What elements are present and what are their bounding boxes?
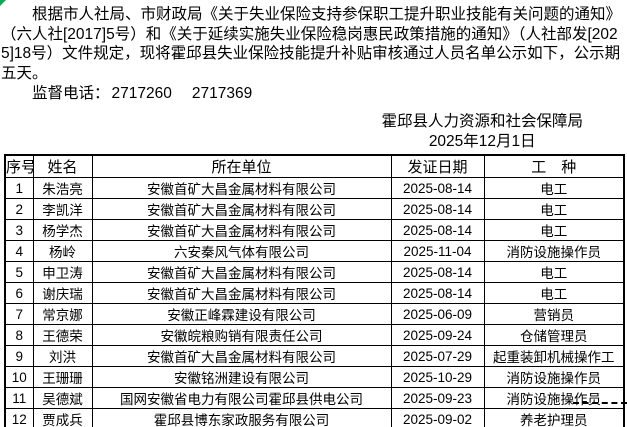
cell-unit[interactable]: 安徽首矿大昌金属材料有限公司 (91, 177, 392, 199)
table-row: 10 王珊珊 安徽铭洲建设有限公司 2025-10-29 消防设施操作员 (4, 366, 625, 388)
cell-unit[interactable]: 安徽皖粮购销有限责任公司 (91, 324, 392, 346)
cell-index[interactable]: 1 (4, 177, 34, 199)
cell-job[interactable]: 养老护理员 (483, 408, 625, 427)
table-row: 11 吴德斌 国网安徽省电力有限公司霍邱县供电公司 2025-09-23 消防设… (4, 387, 625, 409)
cell-name[interactable]: 谢庆瑞 (32, 282, 93, 304)
cell-index[interactable]: 4 (4, 240, 34, 262)
cell-date[interactable]: 2025-06-09 (390, 303, 485, 325)
phone-number-2: 2717369 (191, 85, 253, 102)
col-header-name: 姓名 (32, 154, 93, 178)
cell-index[interactable]: 9 (4, 345, 34, 367)
cell-unit[interactable]: 国网安徽省电力有限公司霍邱县供电公司 (91, 387, 392, 409)
cell-job[interactable]: 仓储管理员 (483, 324, 625, 346)
table-row: 1 朱浩亮 安徽首矿大昌金属材料有限公司 2025-08-14 电工 (4, 177, 625, 199)
publish-date: 2025年12月1日 (428, 132, 536, 150)
cell-date[interactable]: 2025-10-29 (390, 366, 485, 388)
cell-unit[interactable]: 霍邱县博东家政服务有限公司 (91, 408, 392, 427)
cell-unit[interactable]: 六安秦风气体有限公司 (91, 240, 392, 262)
cell-name[interactable]: 常京娜 (32, 303, 93, 325)
cell-job[interactable]: 消防设施操作员 (483, 387, 625, 409)
cell-date[interactable]: 2025-07-29 (390, 345, 485, 367)
cell-job[interactable]: 消防设施操作员 (483, 366, 625, 388)
cell-unit[interactable]: 安徽正峰霖建设有限公司 (91, 303, 392, 325)
phone-number-1: 2717260 (111, 85, 172, 102)
cell-name[interactable]: 申卫涛 (32, 261, 93, 283)
agency-name: 霍邱县人力资源和社会保障局 (381, 113, 583, 130)
cell-index[interactable]: 7 (4, 303, 34, 325)
cell-unit[interactable]: 安徽首矿大昌金属材料有限公司 (91, 219, 392, 241)
col-header-index: 序号 (4, 154, 34, 178)
cell-date[interactable]: 2025-08-14 (390, 177, 485, 199)
cell-index[interactable]: 11 (4, 387, 34, 409)
col-header-unit: 所在单位 (91, 154, 392, 178)
cell-name[interactable]: 吴德斌 (32, 387, 93, 409)
cell-error-indicator-icon (0, 0, 6, 6)
table-row: 6 谢庆瑞 安徽首矿大昌金属材料有限公司 2025-08-14 电工 (4, 282, 625, 304)
cell-name[interactable]: 朱浩亮 (32, 177, 93, 199)
cell-job[interactable]: 电工 (483, 177, 625, 199)
supervision-phone-line: 监督电话： 2717260 2717369 (1, 84, 625, 104)
cell-date[interactable]: 2025-08-14 (390, 219, 485, 241)
cell-job[interactable]: 电工 (483, 261, 625, 283)
cell-unit[interactable]: 安徽铭洲建设有限公司 (91, 366, 392, 388)
cell-job[interactable]: 电工 (483, 282, 625, 304)
table-row: 4 杨岭 六安秦风气体有限公司 2025-11-04 消防设施操作员 (4, 240, 625, 262)
selection-marquee-dash (573, 402, 627, 404)
cell-unit[interactable]: 安徽首矿大昌金属材料有限公司 (91, 198, 392, 220)
cell-unit[interactable]: 安徽首矿大昌金属材料有限公司 (91, 261, 392, 283)
cell-index[interactable]: 5 (4, 261, 34, 283)
cell-date[interactable]: 2025-08-14 (390, 282, 485, 304)
cell-index[interactable]: 8 (4, 324, 34, 346)
signature-block: 霍邱县人力资源和社会保障局 2025年12月1日 (381, 112, 583, 151)
cell-name[interactable]: 贾成兵 (32, 408, 93, 427)
cell-date[interactable]: 2025-09-02 (390, 408, 485, 427)
cell-job[interactable]: 消防设施操作员 (483, 240, 625, 262)
cell-name[interactable]: 刘洪 (32, 345, 93, 367)
col-header-job: 工 种 (483, 154, 625, 178)
col-header-date: 发证日期 (390, 154, 485, 178)
cell-index[interactable]: 6 (4, 282, 34, 304)
cell-name[interactable]: 王德荣 (32, 324, 93, 346)
intro-paragraph: 根据市人社局、市财政局《关于失业保险支持参保职工提升职业技能有关问题的通知》（六… (1, 6, 622, 82)
cell-index[interactable]: 3 (4, 219, 34, 241)
cell-job[interactable]: 电工 (483, 198, 625, 220)
cell-name[interactable]: 杨学杰 (32, 219, 93, 241)
cell-job[interactable]: 营销员 (483, 303, 625, 325)
cell-index[interactable]: 2 (4, 198, 34, 220)
table-row: 5 申卫涛 安徽首矿大昌金属材料有限公司 2025-08-14 电工 (4, 261, 625, 283)
cell-date[interactable]: 2025-09-23 (390, 387, 485, 409)
cell-date[interactable]: 2025-08-14 (390, 198, 485, 220)
table-row: 12 贾成兵 霍邱县博东家政服务有限公司 2025-09-02 养老护理员 (4, 408, 625, 427)
cell-date[interactable]: 2025-08-14 (390, 261, 485, 283)
cell-name[interactable]: 王珊珊 (32, 366, 93, 388)
cell-unit[interactable]: 安徽首矿大昌金属材料有限公司 (91, 282, 392, 304)
table-row: 9 刘洪 安徽首矿大昌金属材料有限公司 2025-07-29 起重装卸机械操作工 (4, 345, 625, 367)
cell-job[interactable]: 电工 (483, 219, 625, 241)
cell-name[interactable]: 杨岭 (32, 240, 93, 262)
phone-label: 监督电话： (32, 85, 110, 102)
cell-job[interactable]: 起重装卸机械操作工 (483, 345, 625, 367)
cell-name[interactable]: 李凯洋 (32, 198, 93, 220)
cell-index[interactable]: 12 (4, 408, 34, 427)
table-row: 8 王德荣 安徽皖粮购销有限责任公司 2025-09-24 仓储管理员 (4, 324, 625, 346)
table-row: 3 杨学杰 安徽首矿大昌金属材料有限公司 2025-08-14 电工 (4, 219, 625, 241)
table-row: 2 李凯洋 安徽首矿大昌金属材料有限公司 2025-08-14 电工 (4, 198, 625, 220)
cell-date[interactable]: 2025-09-24 (390, 324, 485, 346)
cell-index[interactable]: 10 (4, 366, 34, 388)
table-body: 1 朱浩亮 安徽首矿大昌金属材料有限公司 2025-08-14 电工 2 李凯洋… (4, 177, 625, 427)
table-header-row: 序号 姓名 所在单位 发证日期 工 种 (4, 154, 625, 178)
cell-unit[interactable]: 安徽首矿大昌金属材料有限公司 (91, 345, 392, 367)
subsidy-roster-table: 序号 姓名 所在单位 发证日期 工 种 1 朱浩亮 安徽首矿大昌金属材料有限公司… (4, 154, 625, 427)
cell-date[interactable]: 2025-11-04 (390, 240, 485, 262)
table-row: 7 常京娜 安徽正峰霖建设有限公司 2025-06-09 营销员 (4, 303, 625, 325)
